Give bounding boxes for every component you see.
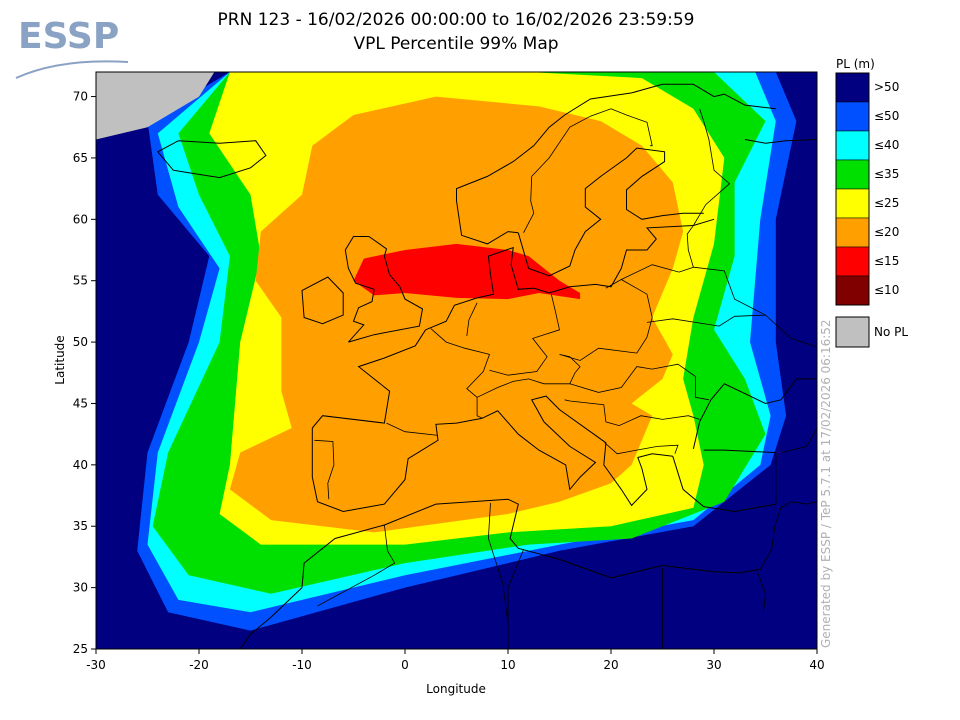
border-sinai [756,571,766,613]
border-france-east [430,328,491,419]
legend-swatch [835,246,870,277]
border-levant [759,501,817,570]
y-axis: 25 30 35 40 45 50 55 60 65 70 [73,90,96,656]
border-alps [476,279,653,398]
x-tick-label: 10 [500,658,515,672]
x-tick-label: 40 [809,658,824,672]
x-tick-label: -10 [292,658,312,672]
legend: PL (m) >50 ≤50 ≤40 ≤35 ≤25 ≤20 ≤15 ≤10 No PL [835,57,908,348]
x-tick-label: 30 [706,658,721,672]
border-balkans [569,363,709,401]
legend-label: ≤15 [874,254,899,268]
border-russia-west [693,266,766,316]
border-finland-russia [693,108,731,226]
plot-area [96,72,817,649]
legend-label: >50 [874,80,899,94]
legend-swatch [835,217,870,248]
coastline-iceland [157,140,267,179]
legend-title: PL (m) [836,57,875,71]
coastline-white-sea [744,139,817,144]
y-tick-label: 60 [73,212,88,226]
y-tick-label: 50 [73,335,88,349]
coastline-africa-west [239,587,303,649]
legend-colorbar-border [835,72,870,306]
coastline-sweden-finland [517,147,704,277]
legend-swatch [835,188,870,219]
coastline-ireland [301,276,344,325]
logo-text: ESSP [18,16,119,57]
legend-swatch [835,159,870,190]
border-norway-sweden [523,108,653,233]
legend-swatch [835,130,870,161]
generated-by-text: Generated by ESSP / TeP 5.7.1 at 17/02/2… [819,319,833,648]
y-tick-label: 70 [73,90,88,104]
border-pyrenees [386,422,439,436]
border-belarus-ukraine [646,314,817,348]
vpl-contours [96,72,797,631]
coastline-scandinavia [456,83,776,245]
border-libya [507,549,524,649]
x-axis: -30 -20 -10 0 10 20 30 40 [86,649,825,672]
region-le15 [353,243,581,300]
coastlines [157,83,817,649]
y-tick-label: 40 [73,458,88,472]
legend-swatch-nopl [835,316,870,348]
border-greece-north [604,442,679,455]
legend-items: >50 ≤50 ≤40 ≤35 ≤25 ≤20 ≤15 ≤10 [835,72,899,306]
legend-label: ≤25 [874,196,899,210]
coastline-black-sea [692,378,817,450]
x-tick-label: 0 [401,658,409,672]
region-nopl [96,72,215,140]
logo-swoosh [15,60,129,79]
y-tick-label: 45 [73,396,88,410]
title-line-2: VPL Percentile 99% Map [353,34,558,54]
coastline-iberia-france [311,329,427,429]
border-algeria-tunisia [487,502,509,625]
border-germany-east [489,294,560,376]
y-tick-label: 55 [73,274,88,288]
x-tick-label: -20 [189,658,209,672]
legend-label: ≤10 [874,283,899,297]
y-tick-label: 30 [73,581,88,595]
y-tick-label: 35 [73,519,88,533]
border-spain-portugal [314,439,335,500]
border-caucasus [780,427,817,453]
legend-swatch [835,72,870,103]
x-axis-label: Longitude [426,682,486,696]
essp-logo: ESSP [15,16,129,79]
coastline-iberia-south [311,417,483,513]
legend-label-nopl: No PL [874,325,908,339]
coastline-britain [344,236,424,343]
x-tick-label: 20 [603,658,618,672]
coastline-north-sea [425,218,715,331]
region-le20 [229,96,684,533]
border-north-africa [317,524,396,607]
coastline-north-africa [301,498,761,588]
border-germany-west [466,302,478,336]
x-tick-label: -30 [86,658,106,672]
plot-frame [95,71,818,650]
legend-label: ≤40 [874,138,899,152]
coastline-turkey [672,449,777,513]
legend-label: ≤50 [874,109,899,123]
legend-label: ≤35 [874,167,899,181]
border-balkans-south [564,399,700,427]
coastline-italy [482,395,673,507]
legend-label: ≤20 [874,225,899,239]
y-tick-label: 65 [73,151,88,165]
legend-swatch [835,101,870,132]
legend-swatch [835,275,870,306]
country-borders [314,108,817,649]
y-tick-label: 25 [73,642,88,656]
y-axis-label: Latitude [53,335,67,384]
title-line-1: PRN 123 - 16/02/2026 00:00:00 to 16/02/2… [218,10,695,30]
